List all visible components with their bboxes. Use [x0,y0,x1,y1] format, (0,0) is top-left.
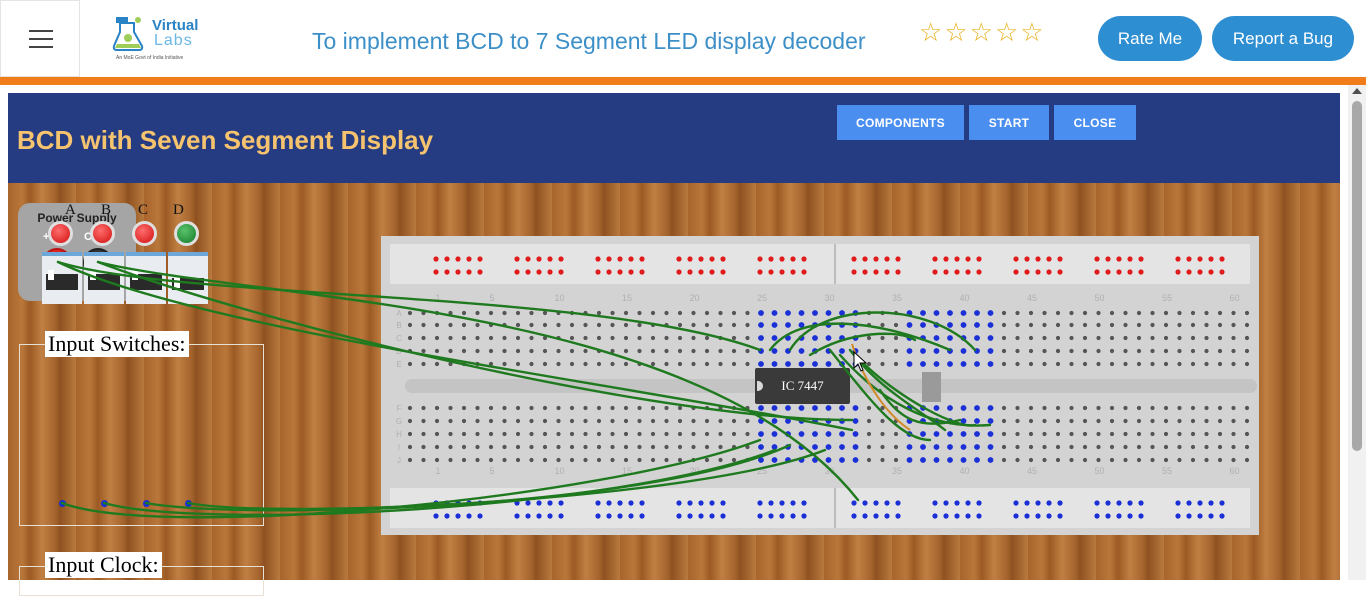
switch-b-label: B [101,202,112,218]
input-switches-label: Input Switches: [45,331,189,357]
switch-a-label: A [65,202,76,218]
ic-7447-chip[interactable]: IC 7447 [755,368,850,404]
star-icon[interactable]: ☆ [1020,17,1044,47]
simulator-header: BCD with Seven Segment Display COMPONENT… [8,93,1340,183]
switch-d-label: D [173,202,184,218]
star-icon[interactable]: ☆ [969,17,993,47]
simulator-title: BCD with Seven Segment Display [17,125,434,155]
star-icon[interactable]: ☆ [994,17,1019,47]
switch-a-toggle[interactable] [42,252,82,304]
switch-d-led [174,221,199,246]
hamburger-menu-icon[interactable] [0,0,80,77]
top-navbar: Virtual Labs An MoE Govt of India Initia… [0,0,1366,77]
page-title: To implement BCD to 7 Segment LED displa… [312,28,866,54]
logo-brand-line1: Virtual [152,17,199,34]
switch-a-output-pin[interactable] [59,500,66,507]
logo-tagline: An MoE Govt of India Initiative [116,55,184,61]
switch-c-output-pin[interactable] [143,500,150,507]
rate-me-button[interactable]: Rate Me [1098,16,1202,61]
page-scrollbar[interactable] [1348,85,1366,580]
flask-logo-icon [112,17,144,51]
header-divider [0,77,1366,85]
switch-b-output-pin[interactable] [101,500,108,507]
start-button[interactable]: START [969,105,1049,140]
scroll-thumb[interactable] [1352,101,1362,451]
switch-d-output-pin[interactable] [185,500,192,507]
switch-b-led [90,221,115,246]
rating-stars: ☆ ☆ ☆ ☆ ☆ [919,19,1044,45]
power-supply-title: Power Supply [37,211,117,225]
scroll-up-arrow-icon[interactable] [1352,88,1362,94]
star-icon[interactable]: ☆ [919,17,943,47]
switch-a-led [48,221,73,246]
components-button[interactable]: COMPONENTS [837,105,964,140]
switch-c-toggle[interactable] [126,252,166,304]
virtual-labs-logo[interactable]: Virtual Labs An MoE Govt of India Initia… [110,12,202,64]
switch-c-label: C [138,202,149,218]
logo-brand-line2: Labs [154,32,193,49]
star-icon[interactable]: ☆ [944,17,968,47]
switch-b-toggle[interactable] [84,252,124,304]
input-clock-label: Input Clock: [45,552,162,578]
report-bug-button[interactable]: Report a Bug [1212,16,1354,61]
input-switches-box [19,344,264,526]
switch-c-led [132,221,157,246]
switch-d-toggle[interactable] [168,252,208,304]
spare-component[interactable] [922,372,941,402]
close-button[interactable]: CLOSE [1054,105,1136,140]
